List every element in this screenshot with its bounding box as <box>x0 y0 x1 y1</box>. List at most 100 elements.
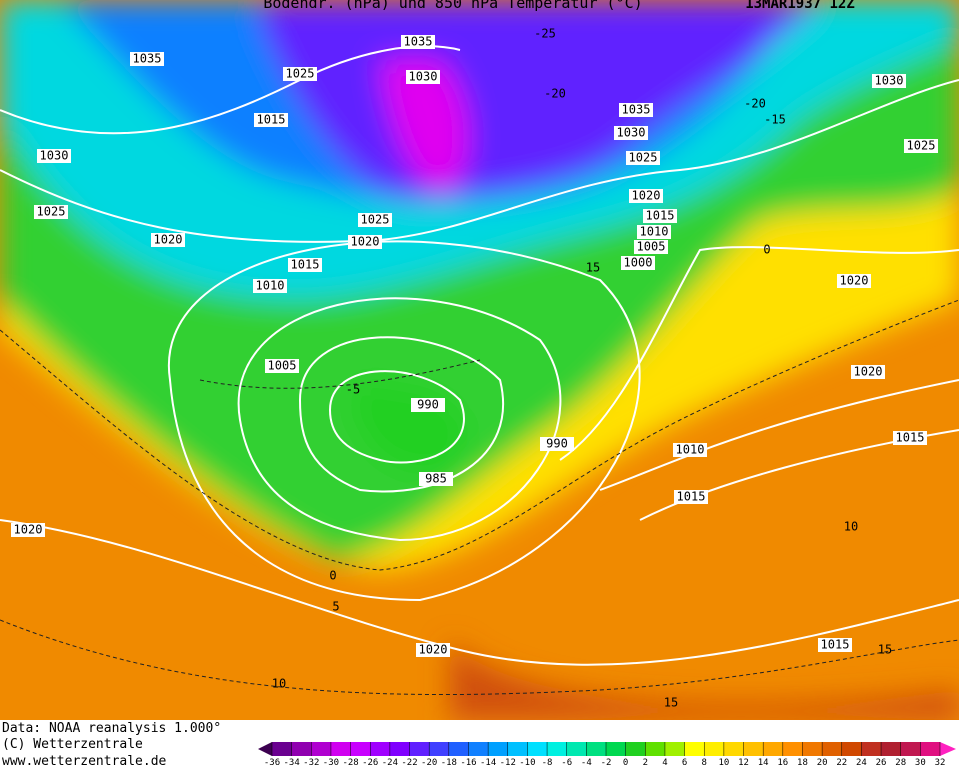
footer-copyright: (C) Wetterzentrale <box>2 737 143 752</box>
isobar-label: 1015 <box>646 209 675 223</box>
colorbar-bin <box>743 742 764 756</box>
colorbar-tick-label: -34 <box>284 758 300 768</box>
colorbar-end <box>258 742 272 756</box>
isobar-label: 1015 <box>291 258 320 272</box>
colorbar-tick-label: 28 <box>895 758 906 768</box>
isobar-label: 985 <box>425 472 447 486</box>
temperature-label: -20 <box>544 87 566 101</box>
footer-url: www.wetterzentrale.de <box>2 754 167 769</box>
isobar-label: 1010 <box>256 279 285 293</box>
colorbar-bin <box>488 742 509 756</box>
colorbar-bin <box>782 742 803 756</box>
isobar-label-box <box>837 274 871 288</box>
map-title: Bodendr. (hPa) und 850 hPa Temperatur (°… <box>263 0 642 12</box>
colorbar-tick-label: -28 <box>342 758 358 768</box>
colorbar-tick-label: 32 <box>935 758 946 768</box>
isobar-label-box <box>637 225 671 239</box>
temperature-label: 15 <box>664 696 678 710</box>
isobar-label: 1020 <box>154 233 183 247</box>
isobar-label: 1015 <box>896 431 925 445</box>
isobar-label-box <box>419 472 453 486</box>
colorbar-tick-label: -30 <box>323 758 339 768</box>
colorbar-bin <box>861 742 882 756</box>
isobar-label: 1015 <box>677 490 706 504</box>
isobar-label: 1025 <box>629 151 658 165</box>
colorbar-tick-label: 22 <box>836 758 847 768</box>
isobar-label-box <box>416 643 450 657</box>
colorbar-tick-label: 8 <box>702 758 707 768</box>
colorbar-bin <box>920 742 941 756</box>
isobar-label-box <box>893 431 927 445</box>
temperature-label: -25 <box>534 27 556 41</box>
colorbar-tick-label: 18 <box>797 758 808 768</box>
colorbar-bin <box>272 742 293 756</box>
temperature-label: 15 <box>878 643 892 657</box>
colorbar-tick-label: -14 <box>480 758 496 768</box>
isobar-label-box <box>11 523 45 537</box>
colorbar-bin <box>763 742 784 756</box>
colorbar-bin <box>664 742 686 756</box>
colorbar-tick-label: 6 <box>682 758 687 768</box>
isobar-label-box <box>358 213 392 227</box>
temperature-label: 10 <box>272 677 286 691</box>
isobar-label-box <box>904 139 938 153</box>
temperature-label: 10 <box>844 520 858 534</box>
isobar-label: 1010 <box>676 443 705 457</box>
colorbar-bin <box>723 742 745 756</box>
temperature-label: 5 <box>332 600 339 614</box>
colorbar-bin <box>841 742 862 756</box>
isobar-label: 1020 <box>419 643 448 657</box>
colorbar-bin <box>802 742 823 756</box>
colorbar-tick-label: 20 <box>817 758 828 768</box>
temperature-field <box>0 0 959 720</box>
colorbar-bin <box>330 742 352 756</box>
colorbar-bin <box>507 742 528 756</box>
temperature-label: -5 <box>346 383 360 397</box>
colorbar-tick-label: 14 <box>758 758 769 768</box>
isobar-label-box <box>619 103 653 117</box>
temperature-label: -20 <box>744 97 766 111</box>
isobar-label-box <box>621 256 655 270</box>
colorbar-tick-label: -18 <box>441 758 457 768</box>
colorbar-bin <box>448 742 469 756</box>
colorbar-tick-label: -16 <box>460 758 476 768</box>
temperature-label: -15 <box>764 113 786 127</box>
isobar-label: 990 <box>417 398 439 412</box>
colorbar-bin <box>684 742 705 756</box>
colorbar-tick-label: -20 <box>421 758 437 768</box>
isobar-label: 1015 <box>257 113 286 127</box>
isobar-label-box <box>151 233 185 247</box>
isobar-label-box <box>348 235 382 249</box>
isobar-label-box <box>818 638 852 652</box>
isobar-label-box <box>634 240 668 254</box>
isobar-label: 1030 <box>40 149 69 163</box>
isobar-label-box <box>283 67 317 81</box>
colorbar-tick-label: 24 <box>856 758 867 768</box>
isobar-label-box <box>614 126 648 140</box>
colorbar-bin <box>566 742 587 756</box>
colorbar-bin <box>586 742 607 756</box>
colorbar-tick-label: 12 <box>738 758 749 768</box>
isobar-label-box <box>629 189 663 203</box>
colorbar-bin <box>606 742 627 756</box>
isobar-label: 1020 <box>854 365 883 379</box>
isobar-label-box <box>872 74 906 88</box>
colorbar-bin <box>409 742 430 756</box>
isobar-label: 1025 <box>907 139 936 153</box>
colorbar-tick-label: 2 <box>643 758 648 768</box>
colorbar-tick-label: -10 <box>519 758 535 768</box>
colorbar-tick-label: 26 <box>876 758 887 768</box>
colorbar-tick-label: -36 <box>264 758 280 768</box>
colorbar-tick-label: -32 <box>303 758 319 768</box>
colorbar-tick-label: -4 <box>581 758 592 768</box>
colorbar-bin <box>822 742 843 756</box>
colorbar-bin <box>350 742 371 756</box>
isobar-label: 1035 <box>622 103 651 117</box>
isobar-label: 1030 <box>875 74 904 88</box>
isobar-label-box <box>851 365 885 379</box>
colorbar-bin <box>468 742 489 756</box>
isobar-label: 1015 <box>821 638 850 652</box>
isobar-label: 1030 <box>617 126 646 140</box>
colorbar-bin <box>527 742 548 756</box>
isobar-label-box <box>673 443 707 457</box>
